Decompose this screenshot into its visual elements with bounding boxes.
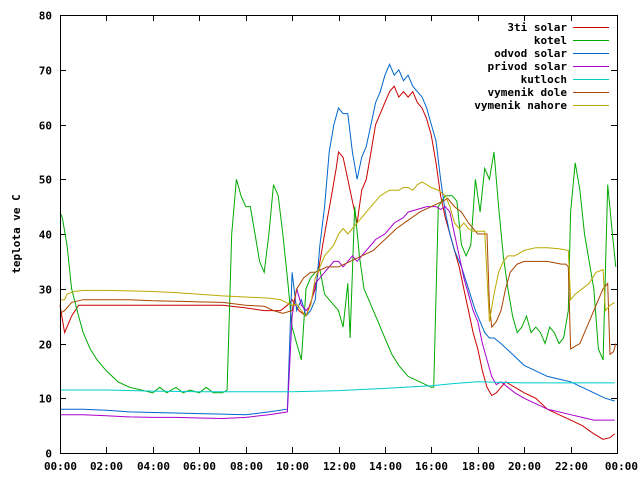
- y-tick-label: 10: [39, 393, 52, 406]
- y-tick-label: 50: [39, 174, 52, 187]
- series-line-kutloch: [60, 381, 615, 393]
- legend-label: kotel: [534, 34, 567, 47]
- x-tick-label: 04:00: [137, 460, 170, 473]
- x-tick-labels: 00:00 02:00 04:00 06:00 08:00 10:00 12:00 14:00…: [44, 460, 638, 473]
- series-lines: [59, 63, 617, 440]
- x-tick-label: 00:00: [605, 460, 638, 473]
- series-line-vymenik-nahore: [60, 181, 615, 322]
- series-line-odvod-solar: [60, 63, 615, 416]
- x-tick-label: 02:00: [90, 460, 123, 473]
- y-tick-label: 20: [39, 339, 52, 352]
- x-tick-label: 08:00: [230, 460, 263, 473]
- x-tick-label: 06:00: [183, 460, 216, 473]
- y-tick-label: 30: [39, 284, 52, 297]
- y-tick-label: 70: [39, 65, 52, 78]
- legend-label: vymenik dole: [488, 86, 568, 99]
- legend-label: odvod solar: [494, 47, 567, 60]
- legend-label: privod solar: [488, 60, 568, 73]
- legend-label: kutloch: [521, 73, 567, 86]
- y-axis-label: teplota ve C: [10, 194, 23, 273]
- x-tick-label: 10:00: [276, 460, 309, 473]
- x-tick-label: 12:00: [323, 460, 356, 473]
- x-tick-label: 18:00: [462, 460, 495, 473]
- y-tick-label: 40: [39, 229, 52, 242]
- y-tick-label: 60: [39, 120, 52, 133]
- series-line-vymenik-dole: [59, 197, 617, 356]
- series-line-3ti-solar: [59, 85, 616, 440]
- x-tick-label: 14:00: [369, 460, 402, 473]
- plot-frame: [60, 15, 618, 454]
- y-tick-labels: 0 10 20 30 40 50 60 70 80: [39, 10, 52, 461]
- x-tick-label: 00:00: [44, 460, 77, 473]
- x-tick-label: 16:00: [415, 460, 448, 473]
- legend-label: 3ti solar: [507, 21, 567, 34]
- legend-label: vymenik nahore: [474, 99, 567, 112]
- x-tick-label: 20:00: [508, 460, 541, 473]
- series-line-privod-solar: [60, 205, 615, 421]
- series-line-kotel: [59, 151, 617, 394]
- y-tick-label: 80: [39, 10, 52, 23]
- y-tick-label: 0: [45, 448, 52, 461]
- x-tick-label: 22:00: [555, 460, 588, 473]
